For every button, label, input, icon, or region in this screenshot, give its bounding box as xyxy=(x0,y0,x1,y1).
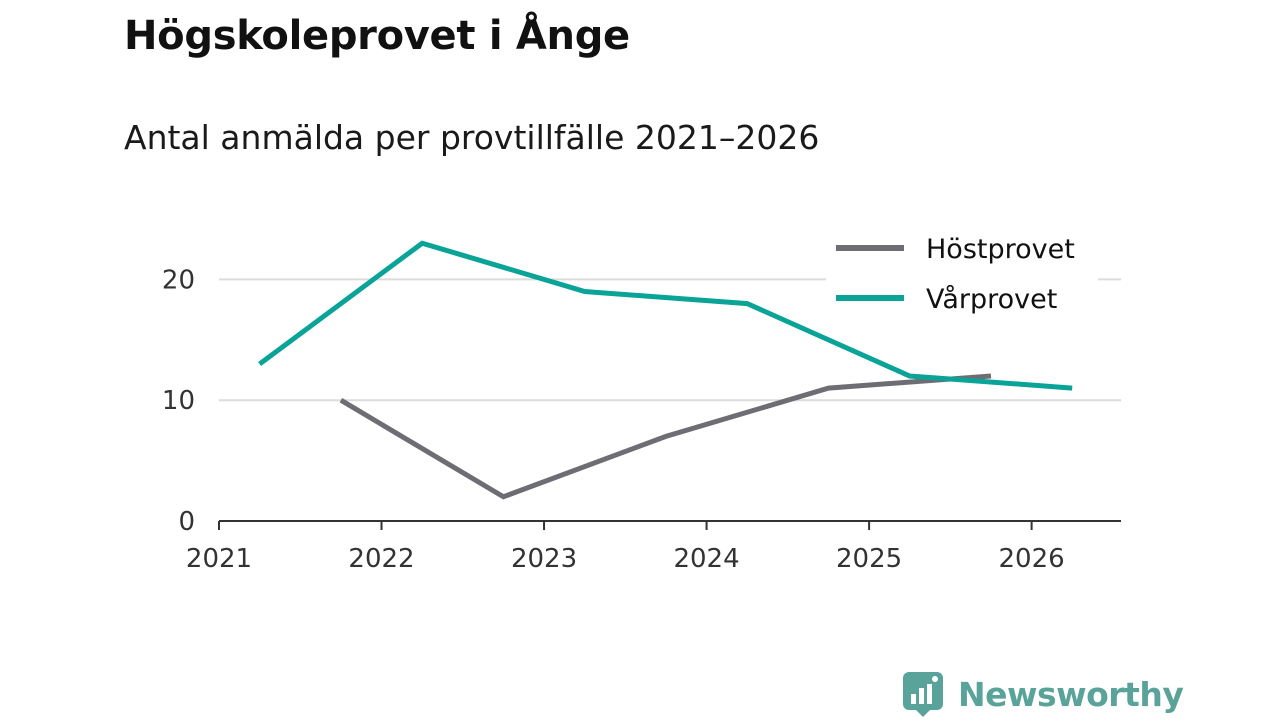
x-axis: 2021 2022 2023 2024 2025 2026 xyxy=(186,520,1121,574)
y-tick-label: 20 xyxy=(162,265,195,295)
chart-title: Högskoleprovet i Ånge xyxy=(124,13,630,59)
brand-name: Newsworthy xyxy=(958,674,1184,714)
y-axis-labels: 0 10 20 xyxy=(162,265,195,537)
y-tick-label: 0 xyxy=(178,507,195,537)
x-tick-label: 2023 xyxy=(511,544,577,574)
x-tick-label: 2022 xyxy=(348,544,414,574)
y-tick-label: 10 xyxy=(162,386,195,416)
series-lines xyxy=(258,240,1073,500)
series-line-varprovet xyxy=(258,240,1073,391)
x-tick-label: 2021 xyxy=(186,544,252,574)
legend-label: Vårprovet xyxy=(926,284,1057,315)
x-tick-label: 2024 xyxy=(673,544,739,574)
legend-background xyxy=(826,226,1098,324)
brand-logo: Newsworthy xyxy=(902,670,1184,718)
x-tick-label: 2025 xyxy=(836,544,902,574)
series-line-hostprovet xyxy=(339,373,992,500)
legend: Höstprovet Vårprovet xyxy=(826,226,1098,324)
newsworthy-logo-icon xyxy=(903,672,943,717)
legend-label: Höstprovet xyxy=(926,234,1075,265)
chart-subtitle: Antal anmälda per provtillfälle 2021–202… xyxy=(124,118,820,157)
x-tick-label: 2026 xyxy=(999,544,1065,574)
